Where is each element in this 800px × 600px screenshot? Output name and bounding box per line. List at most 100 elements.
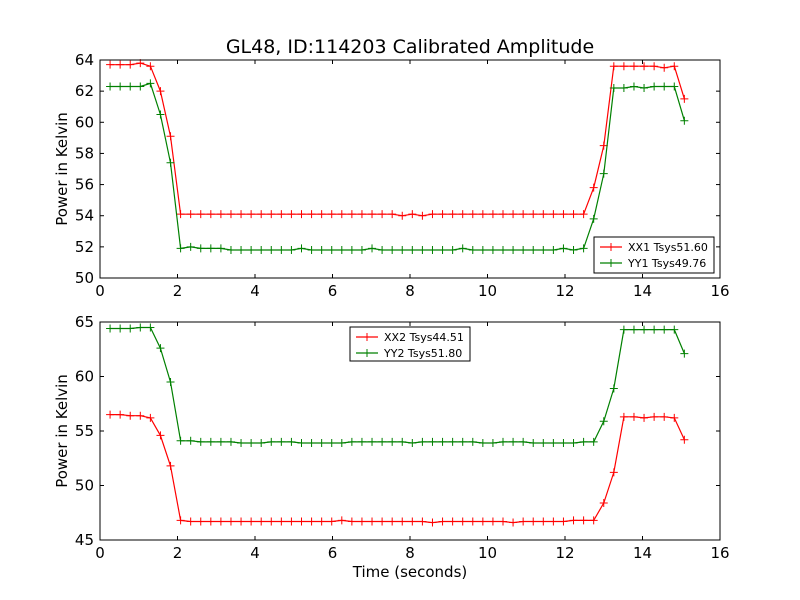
data-point	[206, 517, 215, 526]
data-point	[156, 87, 165, 96]
y-tick-label: 65	[75, 313, 94, 331]
data-point	[629, 82, 638, 91]
data-point	[156, 431, 165, 440]
plot-frame	[99, 321, 721, 541]
x-tick-label: 4	[250, 282, 260, 300]
data-point	[680, 94, 689, 103]
data-point	[287, 517, 296, 526]
data-point	[468, 517, 477, 526]
data-point	[408, 438, 417, 447]
data-point	[660, 63, 669, 72]
data-point	[297, 210, 306, 219]
data-point	[357, 210, 366, 219]
data-point	[448, 437, 457, 446]
legend-label: XX2 Tsys44.51	[384, 331, 464, 344]
data-point	[458, 437, 467, 446]
data-point	[257, 245, 266, 254]
data-point	[156, 344, 165, 353]
data-point	[619, 325, 628, 334]
y-tick-label: 62	[75, 82, 94, 100]
data-point	[206, 244, 215, 253]
data-point	[650, 325, 659, 334]
data-point	[347, 437, 356, 446]
data-point	[499, 437, 507, 446]
data-point	[136, 411, 145, 420]
data-point	[509, 437, 518, 446]
data-point	[287, 437, 296, 446]
x-tick-label: 12	[555, 282, 574, 300]
data-point	[609, 384, 618, 393]
data-point	[650, 412, 659, 421]
y-tick-label: 50	[75, 269, 94, 287]
data-point	[660, 412, 669, 421]
x-tick-label: 0	[95, 544, 105, 562]
data-point	[539, 517, 548, 526]
x-tick-label: 16	[710, 544, 729, 562]
data-point	[499, 210, 507, 219]
data-point	[529, 438, 538, 447]
data-point	[327, 438, 336, 447]
data-point	[549, 438, 558, 447]
data-point	[640, 413, 649, 422]
data-point	[277, 517, 286, 526]
data-point	[619, 412, 628, 421]
data-point	[599, 169, 608, 178]
data-point	[559, 438, 568, 447]
data-point	[670, 413, 679, 422]
data-point	[488, 438, 497, 447]
data-point	[116, 60, 125, 69]
data-point	[357, 437, 366, 446]
data-point	[136, 323, 145, 332]
legend-label: YY1 Tsys49.76	[627, 257, 706, 270]
data-point	[327, 245, 336, 254]
x-tick-label: 2	[173, 282, 183, 300]
data-point	[347, 517, 356, 526]
y-tick-label: 64	[75, 51, 94, 69]
data-point	[599, 141, 608, 150]
data-point	[559, 210, 568, 219]
data-point	[599, 417, 608, 426]
data-point	[237, 210, 246, 219]
data-point	[629, 412, 638, 421]
x-tick-label: 10	[478, 544, 497, 562]
data-point	[428, 518, 437, 527]
data-point	[619, 84, 628, 93]
data-point	[166, 377, 175, 386]
data-point	[499, 517, 507, 526]
data-point	[176, 516, 185, 525]
data-point	[519, 245, 528, 254]
data-point	[307, 245, 316, 254]
data-point	[267, 245, 276, 254]
data-point	[116, 82, 125, 91]
data-point	[136, 82, 145, 91]
data-point	[156, 110, 165, 119]
y-tick-label: 45	[75, 531, 94, 549]
data-point	[116, 324, 125, 333]
data-point	[388, 437, 397, 446]
legend-box	[349, 326, 471, 362]
data-point	[589, 214, 598, 223]
data-point	[539, 210, 548, 219]
data-point	[176, 244, 185, 253]
data-point	[519, 210, 528, 219]
data-point	[126, 60, 135, 69]
data-point	[619, 62, 628, 71]
data-point	[539, 438, 548, 447]
data-point	[438, 245, 447, 254]
data-point	[408, 210, 417, 219]
data-point	[186, 242, 195, 251]
data-point	[609, 84, 618, 93]
series-line	[110, 414, 685, 524]
data-point	[176, 210, 185, 219]
y-tick-label: 58	[75, 144, 94, 162]
data-point	[176, 436, 185, 445]
data-point	[106, 410, 115, 419]
data-point	[126, 82, 135, 91]
data-point	[267, 517, 276, 526]
data-point	[398, 437, 407, 446]
data-point	[357, 245, 366, 254]
data-point	[297, 438, 306, 447]
data-point	[539, 245, 548, 254]
data-point	[237, 517, 246, 526]
data-point	[609, 62, 618, 71]
